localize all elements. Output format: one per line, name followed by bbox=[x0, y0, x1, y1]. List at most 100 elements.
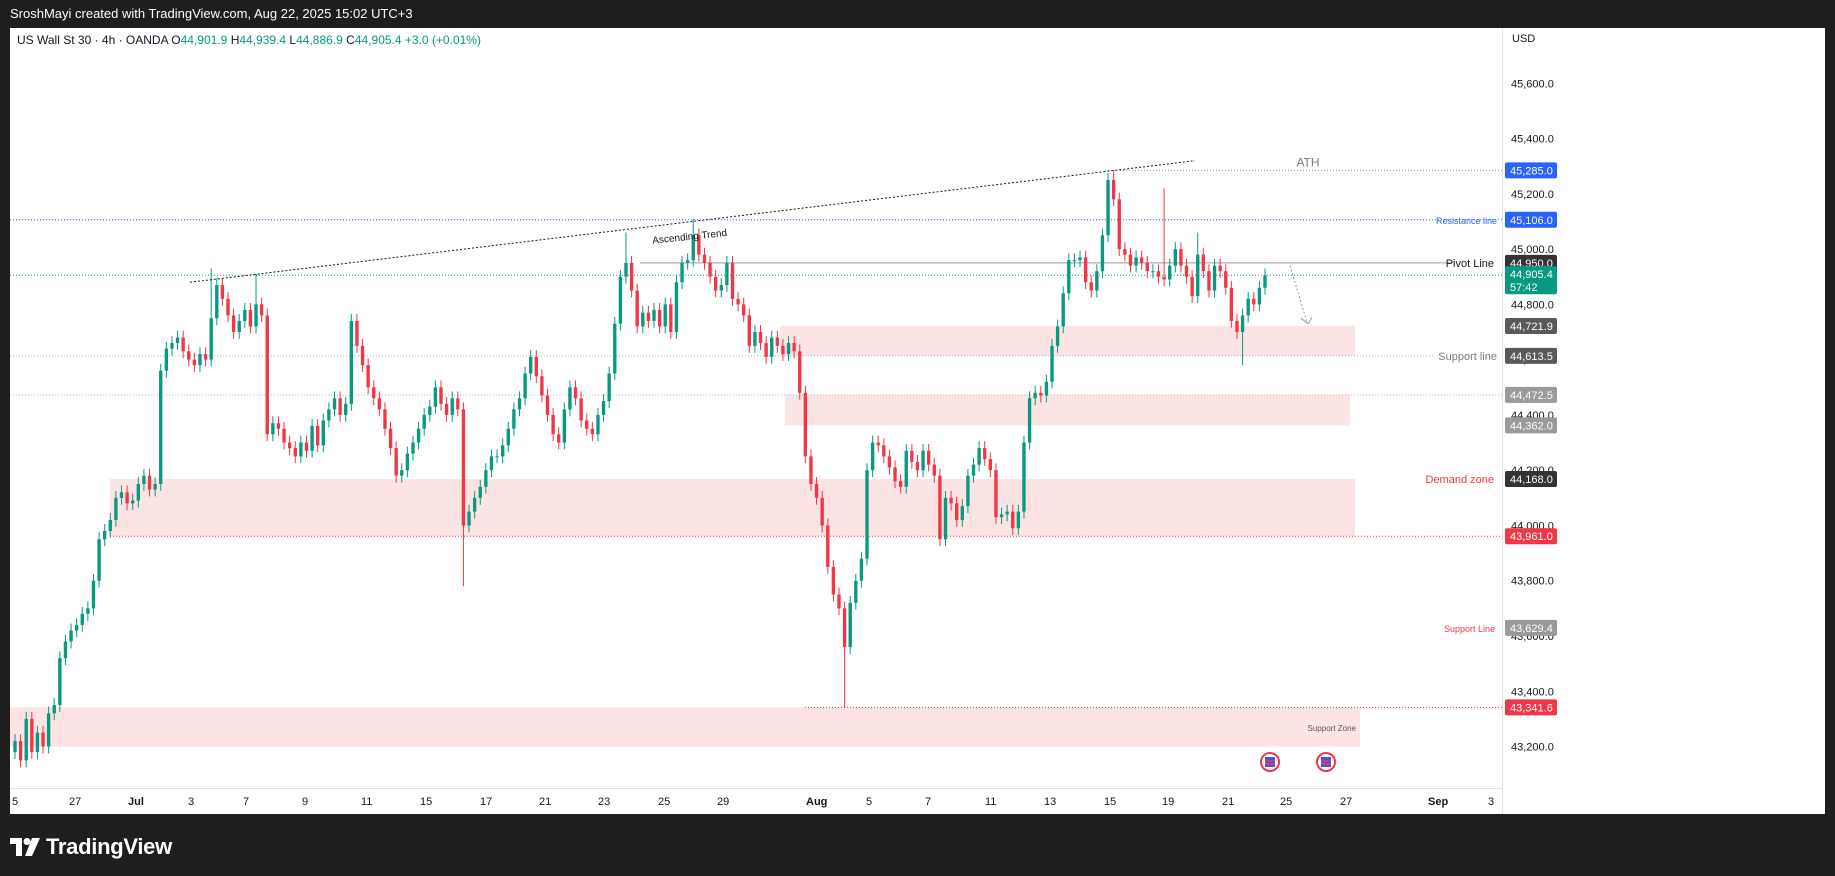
candle-body bbox=[332, 398, 337, 410]
candle-body bbox=[1095, 271, 1099, 291]
candle-body bbox=[1039, 392, 1043, 396]
candle-body bbox=[103, 530, 107, 540]
candle bbox=[1190, 269, 1194, 303]
candle-body bbox=[758, 332, 763, 344]
candle-body bbox=[349, 320, 354, 404]
candle-body bbox=[932, 464, 936, 476]
candle-body bbox=[545, 395, 550, 415]
candle bbox=[803, 385, 808, 464]
price-label-text: 44,472.5 bbox=[1510, 390, 1553, 402]
candle bbox=[108, 513, 112, 538]
candle bbox=[484, 463, 488, 494]
candle bbox=[58, 651, 62, 712]
candle bbox=[506, 421, 510, 453]
candle bbox=[742, 297, 746, 323]
candle bbox=[568, 380, 572, 417]
candle-body bbox=[271, 423, 275, 435]
candle bbox=[831, 560, 836, 602]
candle bbox=[114, 490, 118, 527]
candle-body bbox=[770, 337, 774, 357]
candle-body bbox=[1201, 254, 1206, 272]
candle bbox=[1229, 280, 1234, 328]
candle bbox=[1111, 170, 1116, 207]
candle bbox=[943, 490, 948, 547]
candle bbox=[983, 441, 987, 467]
candle-body bbox=[1240, 315, 1245, 332]
candle bbox=[231, 308, 236, 339]
candle bbox=[1027, 391, 1032, 450]
candle bbox=[136, 477, 140, 508]
candle-body bbox=[495, 456, 499, 458]
candle bbox=[1011, 504, 1015, 536]
candle bbox=[1072, 253, 1077, 268]
annotation-label: Support line bbox=[1438, 351, 1497, 363]
candle-body bbox=[1078, 257, 1082, 261]
candle bbox=[702, 247, 707, 270]
candle-body bbox=[209, 318, 213, 360]
candle-body bbox=[383, 409, 387, 429]
candle bbox=[1039, 385, 1043, 403]
candle bbox=[226, 291, 230, 323]
price-label-text: 45,285.0 bbox=[1510, 165, 1553, 177]
candle bbox=[1089, 275, 1093, 298]
candle-body bbox=[248, 309, 253, 327]
candle bbox=[461, 402, 466, 587]
candle bbox=[534, 349, 538, 384]
candle-body bbox=[814, 484, 819, 498]
candle-body bbox=[136, 484, 140, 501]
candle-body bbox=[478, 486, 482, 498]
candle-body bbox=[304, 442, 309, 451]
candlestick-chart[interactable]: USD ATH Resistance line Pivot Line Support l… bbox=[10, 28, 1825, 814]
candle-body bbox=[848, 602, 852, 648]
candle-body bbox=[865, 470, 869, 559]
candle-body bbox=[870, 442, 875, 471]
attribution-header: SroshMayi created with TradingView.com, … bbox=[0, 0, 1835, 28]
time-tick-label: 13 bbox=[1044, 796, 1056, 808]
price-label-badge bbox=[1505, 528, 1557, 545]
annotation-label: Pivot Line bbox=[1446, 258, 1494, 270]
candle bbox=[316, 419, 320, 453]
candle-body bbox=[1134, 257, 1138, 266]
close-value: 44,905.4 bbox=[354, 33, 402, 47]
candle-body bbox=[730, 262, 735, 299]
candle-body bbox=[1207, 271, 1211, 291]
candle-body bbox=[798, 351, 802, 393]
symbol-legend: US Wall St 30 · 4h · OANDA O44,901.9 H44… bbox=[17, 33, 481, 47]
candle bbox=[1263, 268, 1267, 295]
candle-body bbox=[456, 398, 460, 410]
candle-body bbox=[910, 450, 914, 462]
price-label-text: 44,905.4 bbox=[1510, 269, 1553, 281]
candle bbox=[80, 606, 84, 632]
time-tick-label: Sep bbox=[1428, 796, 1448, 808]
candle bbox=[30, 712, 34, 759]
symbol-name[interactable]: US Wall St 30 · 4h · OANDA bbox=[17, 33, 168, 47]
tradingview-logo[interactable]: TradingView bbox=[10, 834, 172, 860]
time-tick-label: 23 bbox=[598, 796, 610, 808]
candle-body bbox=[1196, 254, 1200, 297]
low-label: L bbox=[289, 33, 297, 47]
chart-frame[interactable]: USD ATH Resistance line Pivot Line Support l… bbox=[10, 28, 1825, 814]
candle-body bbox=[1173, 249, 1177, 266]
candle-body bbox=[467, 511, 471, 526]
candle-body bbox=[226, 298, 230, 316]
candle-body bbox=[1218, 265, 1222, 272]
candle-body bbox=[63, 641, 68, 659]
candle-body bbox=[1117, 199, 1121, 250]
candle-body bbox=[108, 519, 112, 531]
candle bbox=[203, 347, 208, 367]
candle-body bbox=[702, 254, 707, 263]
candle-body bbox=[652, 309, 656, 321]
candle-body bbox=[915, 461, 920, 471]
candle-body bbox=[125, 492, 129, 504]
candle bbox=[254, 273, 258, 334]
candle-body bbox=[842, 608, 847, 648]
candle-body bbox=[131, 500, 135, 504]
candle bbox=[1067, 253, 1071, 301]
candle bbox=[405, 446, 410, 478]
candle-body bbox=[1212, 265, 1217, 291]
candle-body bbox=[1111, 180, 1116, 200]
candle bbox=[215, 278, 219, 326]
candle bbox=[428, 399, 432, 422]
candle-body bbox=[719, 285, 723, 291]
candle bbox=[13, 734, 17, 759]
